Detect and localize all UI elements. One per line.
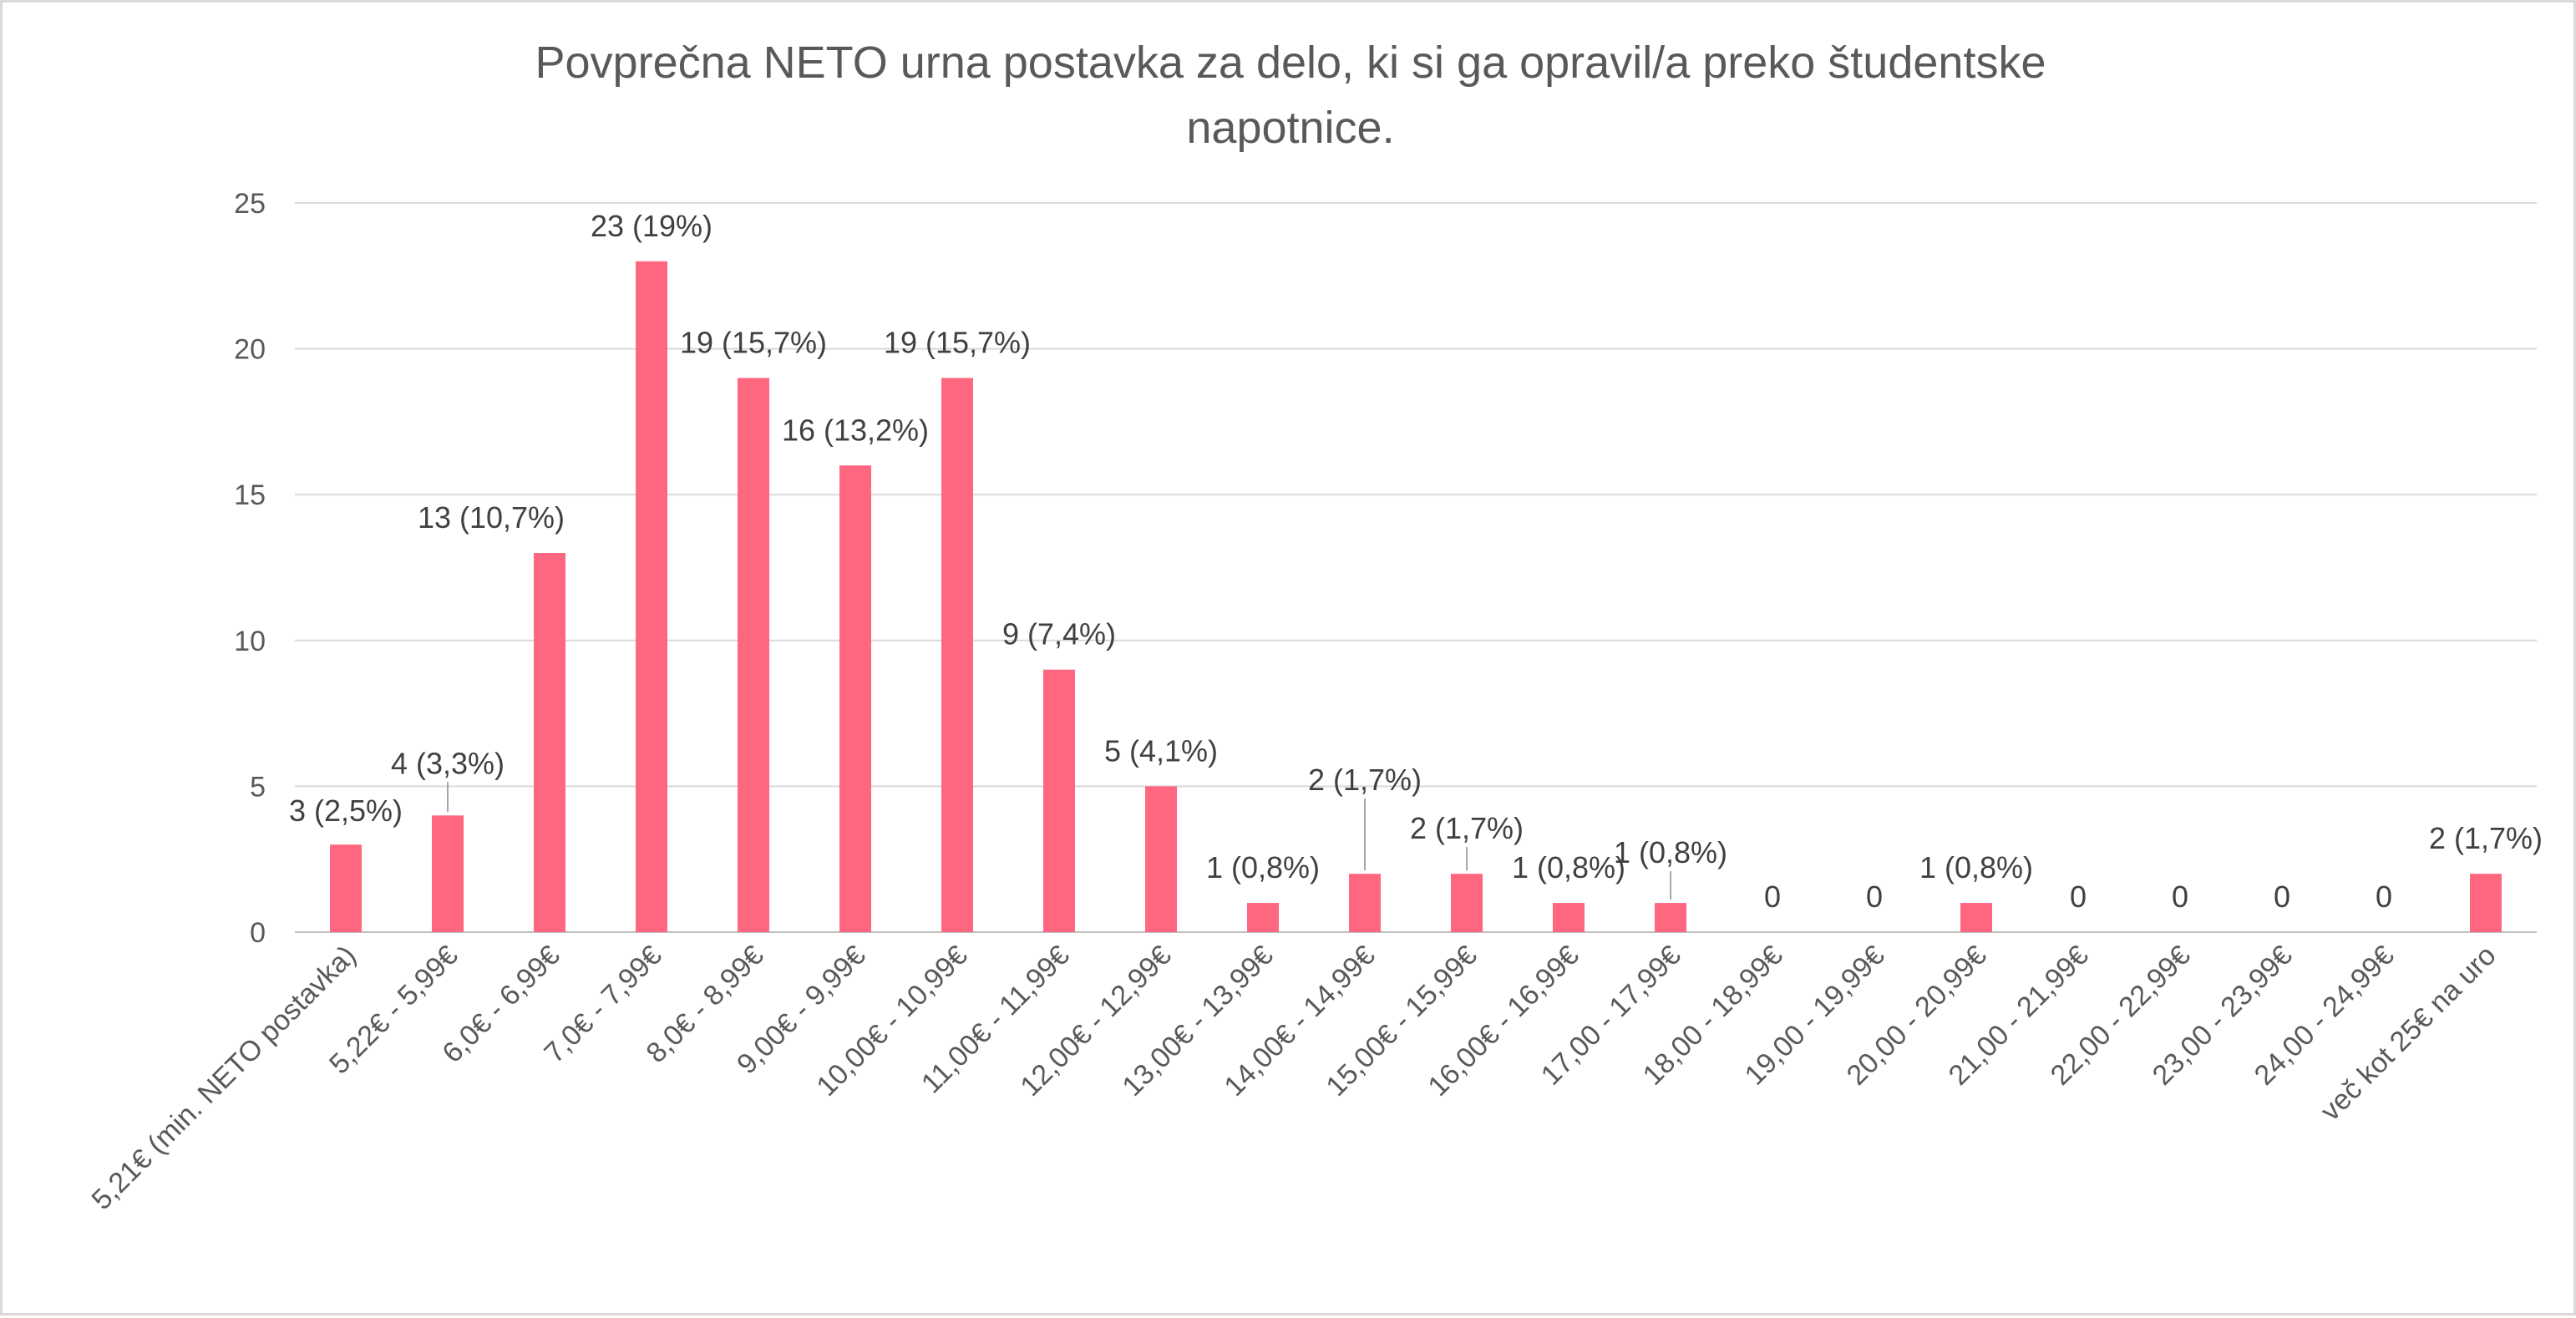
y-tick-label: 20 [234, 334, 266, 366]
data-label: 2 (1,7%) [1308, 763, 1422, 797]
bar [1145, 786, 1177, 932]
data-label: 9 (7,4%) [1002, 617, 1116, 651]
data-label: 1 (0,8%) [1614, 835, 1727, 869]
y-tick-label: 15 [234, 479, 266, 511]
data-label: 13 (10,7%) [418, 500, 565, 535]
data-label: 0 [2070, 880, 2087, 914]
bar-chart: Povprečna NETO urna postavka za delo, ki… [86, 38, 2543, 1216]
bar [738, 378, 769, 932]
x-category-label: več kot 25€ na uro [2315, 940, 2502, 1128]
y-axis-ticks: 0 5 10 15 20 25 [234, 188, 266, 949]
chart-title-line-2: napotnice. [1186, 103, 1394, 153]
data-label: 3 (2,5%) [289, 793, 403, 828]
data-labels: 3 (2,5%) 4 (3,3%) 13 (10,7%) 23 (19%) 19 (15… [289, 209, 2543, 914]
bar [330, 844, 362, 932]
x-category-label: 5,21€ (min. NETO postavka) [86, 940, 363, 1216]
bar [1349, 874, 1381, 932]
y-tick-label: 0 [250, 917, 266, 949]
bar [1960, 903, 1992, 932]
data-label: 2 (1,7%) [1410, 811, 1524, 845]
x-axis-categories: 5,21€ (min. NETO postavka)5,22€ - 5,99€6… [86, 940, 2502, 1216]
y-tick-label: 5 [250, 771, 266, 803]
data-label: 0 [2172, 880, 2188, 914]
data-label: 0 [2274, 880, 2290, 914]
data-label: 19 (15,7%) [884, 326, 1031, 360]
data-label: 2 (1,7%) [2429, 821, 2543, 855]
gridlines [295, 202, 2537, 933]
bars [330, 261, 2502, 933]
y-tick-label: 10 [234, 626, 266, 657]
bar [1043, 669, 1075, 932]
data-label: 0 [1764, 880, 1781, 914]
data-label: 5 (4,1%) [1104, 733, 1218, 768]
data-label: 1 (0,8%) [1206, 850, 1320, 885]
data-label: 0 [2376, 880, 2392, 914]
bar [1451, 874, 1483, 932]
bar [636, 261, 667, 933]
data-label: 1 (0,8%) [1512, 850, 1625, 885]
data-label: 16 (13,2%) [782, 413, 929, 447]
bar [534, 553, 565, 932]
data-label: 4 (3,3%) [391, 746, 505, 780]
bar [1247, 903, 1279, 932]
bar [432, 815, 464, 932]
data-label: 23 (19%) [591, 209, 712, 243]
leader-lines [447, 782, 1671, 900]
bar [2470, 874, 2502, 932]
chart-title-line-1: Povprečna NETO urna postavka za delo, ki… [535, 38, 2046, 88]
bar [839, 465, 871, 932]
bar [941, 378, 973, 932]
bar [1655, 903, 1686, 932]
bar [1553, 903, 1585, 932]
data-label: 1 (0,8%) [1919, 850, 2033, 885]
data-label: 0 [1866, 880, 1883, 914]
y-tick-label: 25 [234, 188, 266, 220]
data-label: 19 (15,7%) [680, 326, 827, 360]
